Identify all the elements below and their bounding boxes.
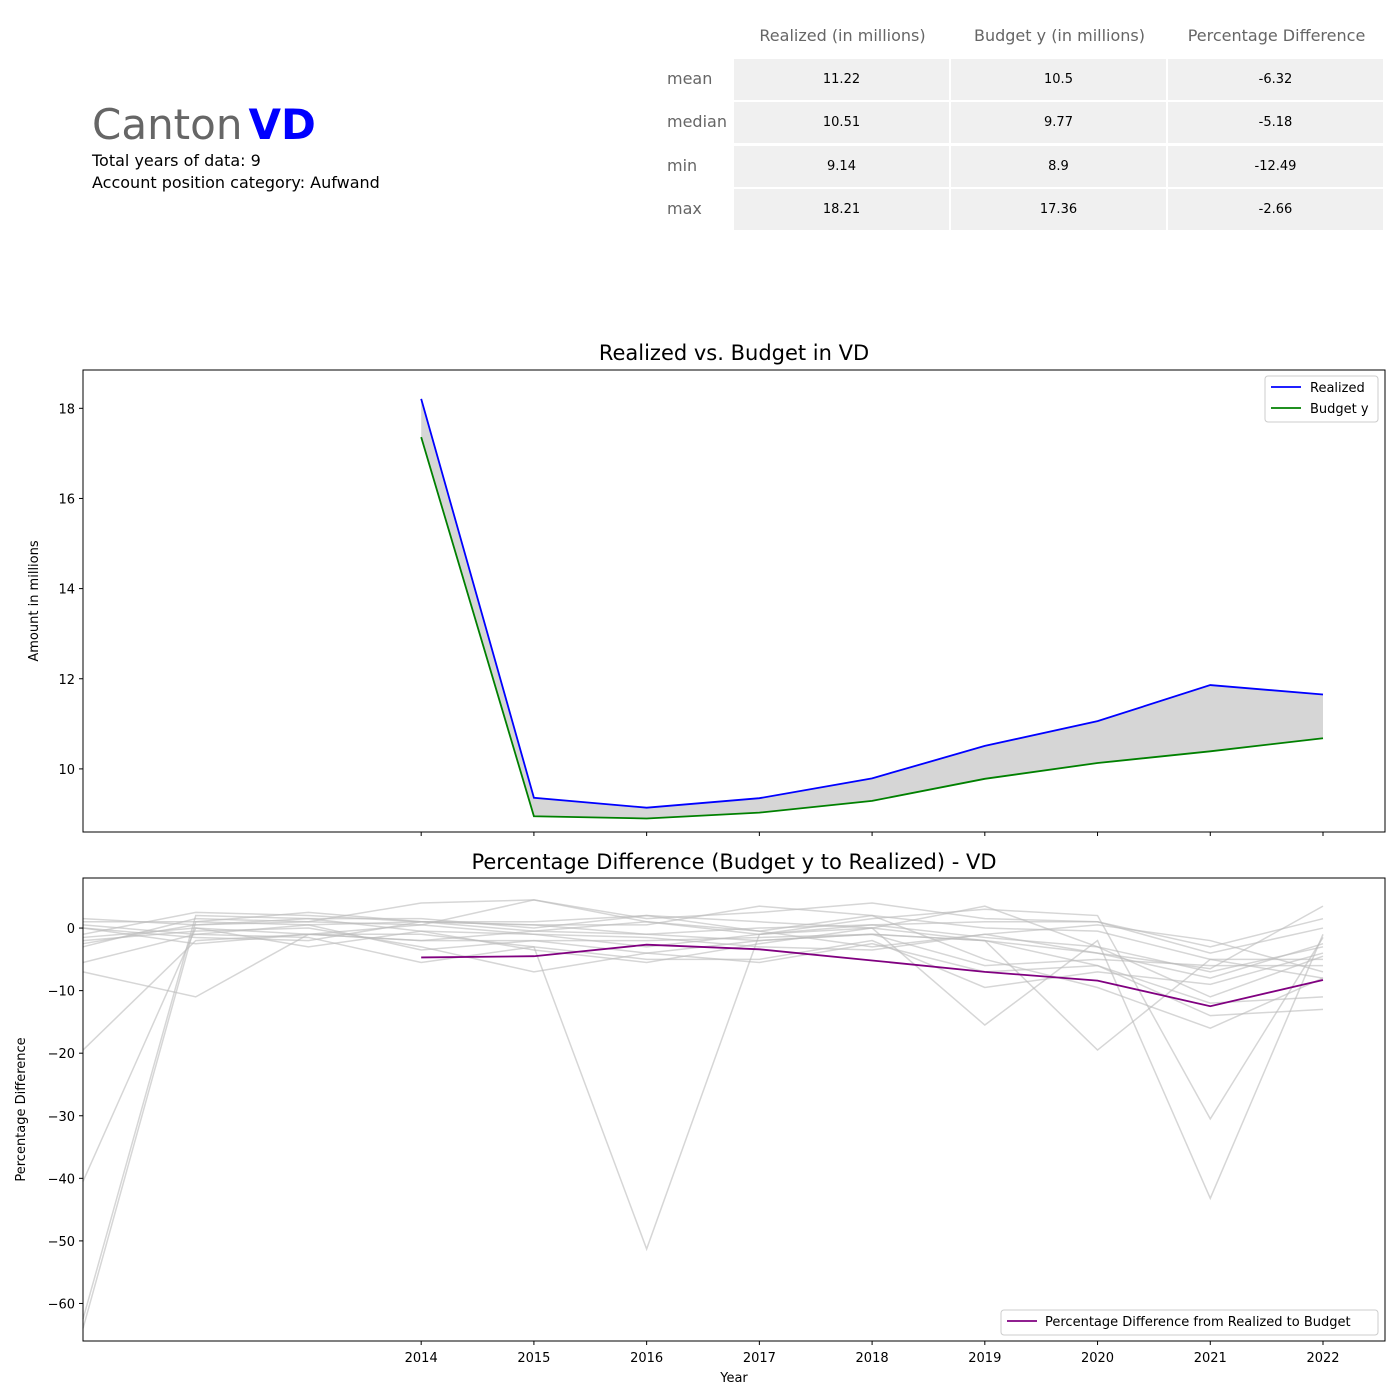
stats-row-label: min — [667, 156, 698, 175]
x-tick-label: 2017 — [743, 1351, 776, 1366]
stats-cell: 11.22 — [734, 59, 949, 100]
stats-row-label: median — [667, 112, 727, 131]
plot-frame — [82, 369, 1386, 833]
legend-label: Percentage Difference from Realized to B… — [1045, 1315, 1351, 1330]
legend-label: Budget y — [1310, 402, 1369, 417]
background-series-line — [82, 924, 1323, 967]
background-series-line — [82, 911, 1324, 1017]
y-tick-label: 18 — [58, 402, 75, 417]
y-tick-label: −50 — [48, 1235, 75, 1250]
y-tick-label: −10 — [48, 985, 75, 1000]
stats-row-label: max — [667, 199, 702, 218]
total-years-text: Total years of data: 9 — [92, 151, 261, 170]
x-tick-label: 2016 — [630, 1351, 663, 1366]
background-series-line — [82, 905, 1324, 998]
stats-cell: -12.49 — [1168, 146, 1383, 187]
stats-col-pct-diff: Percentage Difference — [1187, 26, 1366, 45]
background-series-line — [82, 899, 1324, 1121]
stats-cell: -5.18 — [1168, 102, 1383, 143]
x-tick-label: 2020 — [1081, 1351, 1114, 1366]
x-tick-label: 2022 — [1306, 1351, 1339, 1366]
stats-cell: 8.9 — [951, 146, 1166, 187]
background-series-line — [82, 905, 1324, 970]
x-tick-label: 2019 — [968, 1351, 1001, 1366]
y-tick-label: 0 — [67, 922, 75, 937]
canton-word: Canton — [92, 100, 243, 149]
x-tick-label: 2015 — [517, 1351, 550, 1366]
x-tick-label: 2018 — [856, 1351, 889, 1366]
background-series-line — [82, 921, 1324, 1329]
x-tick-label: 2014 — [405, 1351, 438, 1366]
stats-cell: 10.51 — [734, 102, 949, 143]
y-tick-label: −30 — [48, 1110, 75, 1125]
chart-title: Percentage Difference (Budget y to Reali… — [471, 850, 996, 874]
legend-label: Realized — [1310, 381, 1365, 396]
canton-header: Canton VD Total years of data: 9 Account … — [92, 100, 380, 194]
x-tick-label: 2021 — [1194, 1351, 1227, 1366]
stats-cell: 9.77 — [951, 102, 1166, 143]
stats-cell: -2.66 — [1168, 189, 1383, 230]
x-axis-label: Year — [719, 1371, 748, 1386]
stats-cell: 10.5 — [951, 59, 1166, 100]
stats-cell: 18.21 — [734, 189, 949, 230]
background-series-line — [82, 927, 1324, 1004]
canton-title: Canton VD — [92, 100, 380, 150]
series-line-budget-y — [420, 436, 1324, 820]
y-axis-label: Percentage Difference — [14, 1037, 29, 1181]
y-tick-label: −40 — [48, 1172, 75, 1187]
stats-cell: -6.32 — [1168, 59, 1383, 100]
y-tick-label: 12 — [58, 673, 75, 688]
background-series-line — [82, 933, 1323, 1052]
background-series-line — [82, 917, 1324, 973]
canton-code: VD — [248, 100, 316, 149]
stats-cell: 9.14 — [734, 146, 949, 187]
legend-box — [1264, 375, 1379, 423]
y-tick-label: 10 — [58, 763, 75, 778]
y-tick-label: 14 — [58, 583, 75, 598]
stats-col-budget: Budget y (in millions) — [974, 26, 1145, 45]
y-tick-label: 16 — [58, 492, 75, 507]
legend: Percentage Difference from Realized to B… — [1000, 1309, 1379, 1336]
y-tick-label: −60 — [48, 1297, 75, 1312]
legend: Realized Budget y — [1264, 375, 1379, 423]
background-series-line — [82, 899, 1324, 948]
background-series-line — [82, 933, 1324, 989]
background-series-line — [82, 914, 1324, 973]
plot-frame — [82, 877, 1386, 1342]
background-series-line — [82, 927, 1324, 1252]
highlight-series-line — [421, 943, 1324, 1008]
background-series-line — [83, 905, 1324, 979]
plot-area — [83, 370, 1385, 832]
fill-between-area — [421, 398, 1323, 819]
background-series-line — [82, 914, 1324, 1029]
chart-title: Realized vs. Budget in VD — [599, 341, 869, 365]
category-text: Account position category: Aufwand — [92, 173, 380, 192]
plot-area — [83, 878, 1385, 1341]
stats-cell: 17.36 — [951, 189, 1166, 230]
series-line-realized — [420, 398, 1324, 809]
stats-row-label: mean — [667, 69, 713, 88]
stats-col-realized: Realized (in millions) — [759, 26, 926, 45]
legend-box — [1000, 1309, 1379, 1336]
background-series-line — [82, 914, 1324, 1320]
y-axis-label: Amount in millions — [27, 540, 42, 662]
y-tick-label: −20 — [48, 1047, 75, 1062]
